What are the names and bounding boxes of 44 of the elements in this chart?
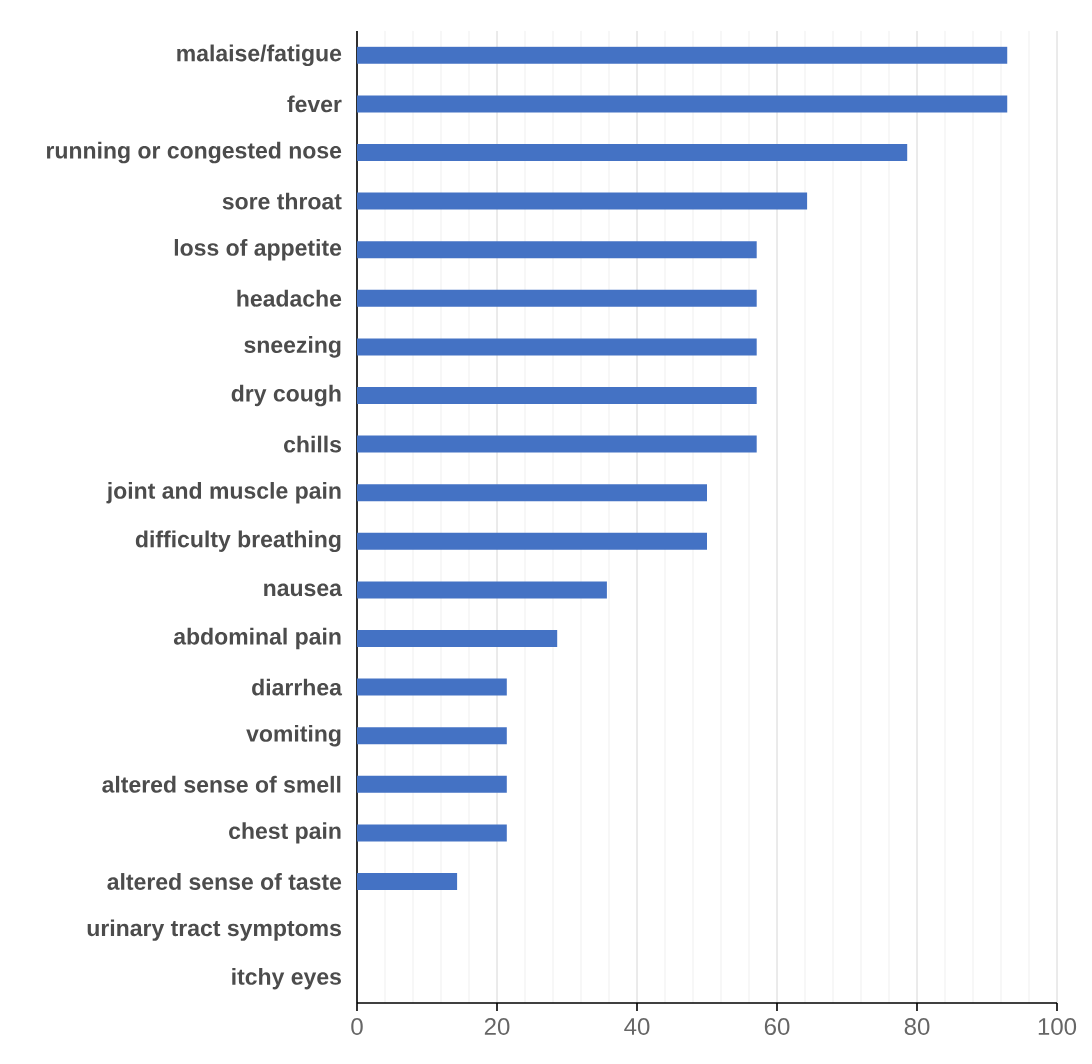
y-tick-label: sneezing [244, 336, 341, 358]
bar [357, 289, 757, 307]
bar [357, 581, 607, 599]
bar [357, 727, 507, 745]
bar [357, 386, 757, 404]
bar [357, 241, 757, 259]
x-tick-label: 60 [764, 1018, 790, 1036]
x-tick-label: 100 [1038, 1018, 1077, 1036]
x-tick-label: 80 [904, 1018, 930, 1036]
y-tick-label: sore throat [222, 192, 342, 210]
x-tick-label: 20 [484, 1018, 510, 1036]
bar [357, 532, 707, 550]
y-tick-label: altered sense of smell [102, 775, 341, 793]
y-tick-label: abdominal pain [173, 627, 341, 650]
y-tick-label: fever [287, 95, 342, 113]
y-tick-label: vomiting [246, 724, 341, 747]
bar [357, 143, 908, 161]
y-tick-label: altered sense of taste [107, 873, 342, 890]
y-tick-label: joint and muscle pain [106, 481, 341, 504]
y-tick-label: itchy eyes [232, 967, 341, 990]
y-tick-label: diarrhea [252, 678, 343, 696]
bar [357, 192, 808, 210]
y-tick-label: urinary tract symptoms [87, 919, 341, 941]
bar [357, 95, 1008, 113]
y-tick-label: nausea [264, 583, 343, 597]
bar [357, 338, 757, 356]
x-tick-label: 40 [624, 1018, 650, 1036]
y-tick-label: difficulty breathing [135, 530, 341, 553]
y-tick-label: malaise/fatigue [177, 44, 342, 67]
y-tick-label: loss of appetite [174, 238, 342, 261]
bar [357, 629, 558, 647]
y-tick-label: running or congested nose [46, 141, 342, 164]
bar [357, 46, 1008, 64]
y-tick-label: dry cough [231, 384, 341, 407]
bar [357, 435, 757, 453]
y-tick-label: chest pain [229, 822, 341, 844]
x-tick-label: 0 [351, 1018, 363, 1036]
bar [357, 484, 707, 502]
bar [357, 775, 507, 793]
bar [357, 678, 507, 696]
y-tick-label: chills [284, 435, 342, 453]
y-tick-label: headache [237, 289, 342, 307]
bar [357, 824, 507, 842]
bar [357, 872, 458, 890]
